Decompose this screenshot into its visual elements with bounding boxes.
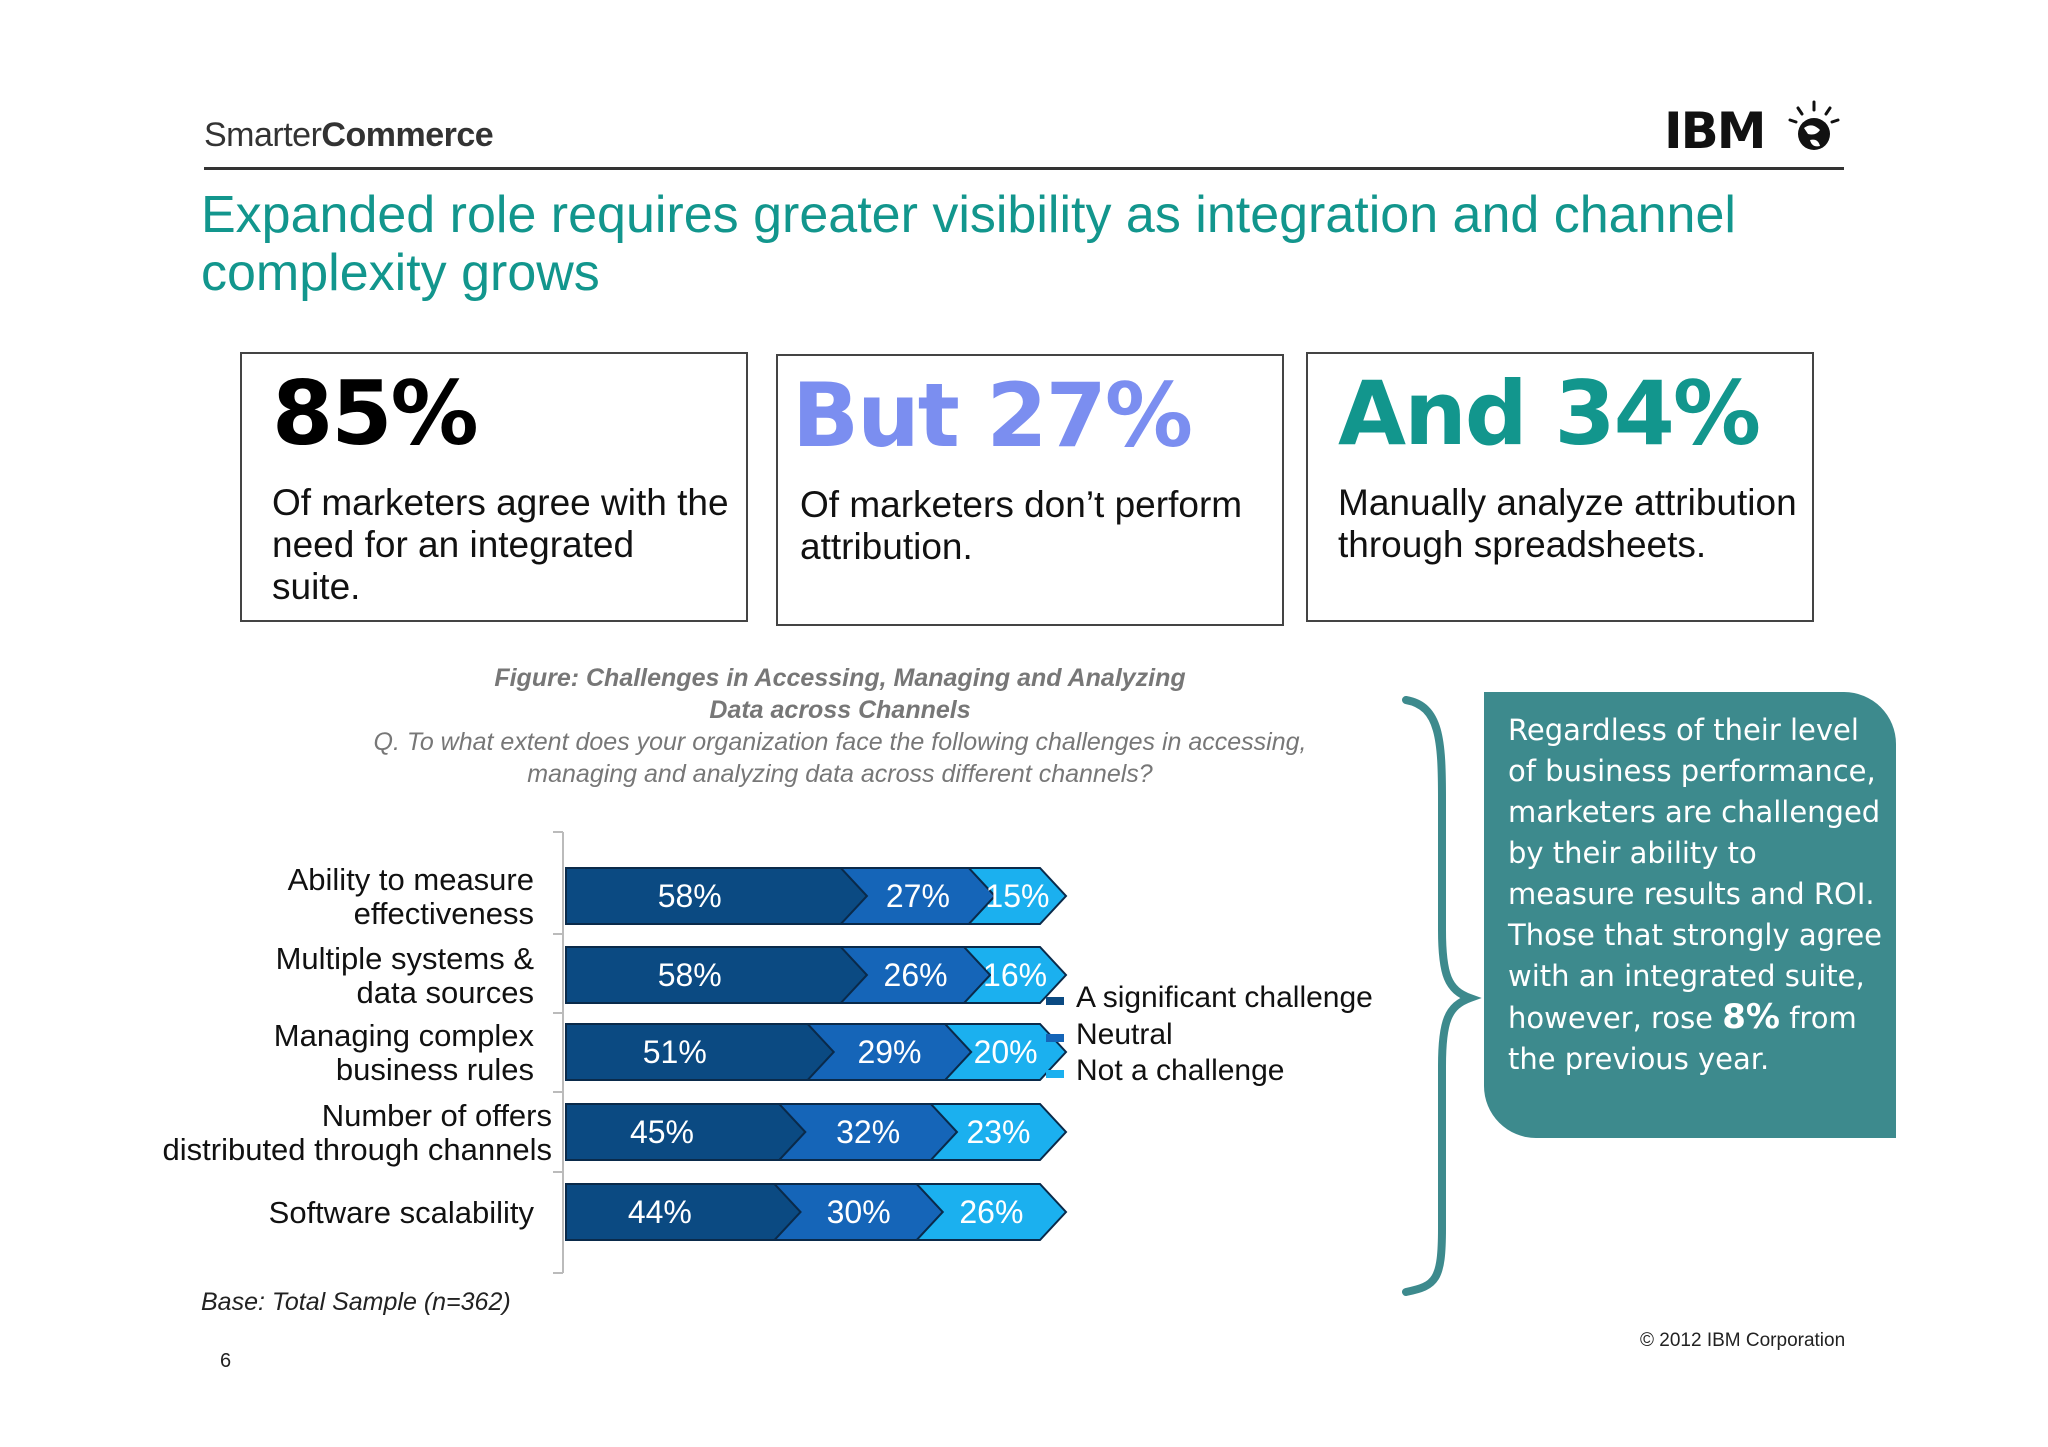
category-label: distributed through channels <box>163 1132 552 1167</box>
stat-text: Of marketers don’t perform attribution. <box>800 484 1243 567</box>
figure-title-line2: Data across Channels <box>709 696 971 724</box>
brand-light: Smarter <box>204 116 322 154</box>
category-label: Ability to measure <box>288 862 534 897</box>
data-label: 23% <box>966 1114 1030 1150</box>
base-note: Base: Total Sample (n=362) <box>201 1288 511 1316</box>
page-title: Expanded role requires greater visibilit… <box>201 186 1736 302</box>
data-label: 29% <box>857 1034 921 1070</box>
legend-swatch <box>1046 1070 1064 1078</box>
data-label: 15% <box>985 878 1049 914</box>
callout-box: Regardless of their level of business pe… <box>1484 692 1896 1138</box>
figure-question-line2: managing and analyzing data across diffe… <box>527 760 1153 788</box>
stat-big-value: But 27% <box>792 364 1193 467</box>
stat-box-85: 85% Of marketers agree with the need for… <box>240 352 748 622</box>
data-label: 58% <box>658 878 722 914</box>
data-label: 51% <box>643 1034 707 1070</box>
figure-question: Q. To what extent does your organization… <box>300 726 1380 790</box>
curly-brace <box>1402 696 1482 1296</box>
category-label: business rules <box>336 1052 534 1087</box>
callout-text: Regardless of their level of business pe… <box>1508 710 1888 1080</box>
stat-box-34: And 34% Manually analyze attribution thr… <box>1306 352 1814 622</box>
data-label: 32% <box>836 1114 900 1150</box>
data-label: 26% <box>884 957 948 993</box>
category-label: effectiveness <box>354 896 534 931</box>
bar-segment <box>914 1183 1068 1241</box>
category-label: Managing complex <box>274 1018 535 1053</box>
figure-title: Figure: Challenges in Accessing, Managin… <box>300 662 1380 726</box>
bar-segment <box>942 1023 1068 1081</box>
bar-segment <box>928 1103 1068 1161</box>
figure-title-line1: Figure: Challenges in Accessing, Managin… <box>494 664 1186 692</box>
ibm-globe-icon <box>1788 100 1840 150</box>
category-label: Software scalability <box>269 1195 535 1230</box>
data-label: 26% <box>959 1194 1023 1230</box>
legend-label: A significant challenge <box>1076 981 1373 1014</box>
header-rule <box>204 167 1844 170</box>
data-label: 16% <box>983 957 1047 993</box>
data-label: 27% <box>886 878 950 914</box>
ibm-logo-text: IBM <box>1664 102 1764 156</box>
stat-text: Manually analyze attribution through spr… <box>1338 482 1797 565</box>
page-number: 6 <box>220 1350 232 1372</box>
callout-highlight: 8% <box>1722 997 1780 1037</box>
data-label: 20% <box>974 1034 1038 1070</box>
data-label: 44% <box>628 1194 692 1230</box>
legend-swatch <box>1046 1034 1064 1042</box>
ibm-logo: IBM <box>1664 100 1840 156</box>
category-label: Number of offers <box>322 1098 552 1133</box>
stat-box-27: But 27% Of marketers don’t perform attri… <box>776 354 1284 626</box>
figure-question-line1: Q. To what extent does your organization… <box>373 728 1307 756</box>
data-label: 58% <box>658 957 722 993</box>
legend-swatch <box>1046 997 1064 1005</box>
brand-bold: Commerce <box>321 116 494 154</box>
data-label: 45% <box>630 1114 694 1150</box>
bar-segment <box>966 867 1068 925</box>
stat-text: Of marketers agree with the need for an … <box>272 482 729 607</box>
stat-big-value: 85% <box>272 362 479 465</box>
bar-segment <box>961 946 1068 1004</box>
callout-text-before: Regardless of their level of business pe… <box>1508 713 1882 1035</box>
stat-big-value: And 34% <box>1338 362 1761 465</box>
legend-label: Not a challenge <box>1076 1054 1284 1087</box>
copyright: © 2012 IBM Corporation <box>1640 1330 1846 1351</box>
category-label: Multiple systems & <box>276 941 535 976</box>
callout-text-after: from the previous year. <box>1508 1001 1857 1076</box>
data-label: 30% <box>827 1194 891 1230</box>
category-label: data sources <box>357 975 535 1010</box>
legend-label: Neutral <box>1076 1018 1173 1051</box>
smartercommerce-brand: SmarterCommerce <box>204 116 494 155</box>
